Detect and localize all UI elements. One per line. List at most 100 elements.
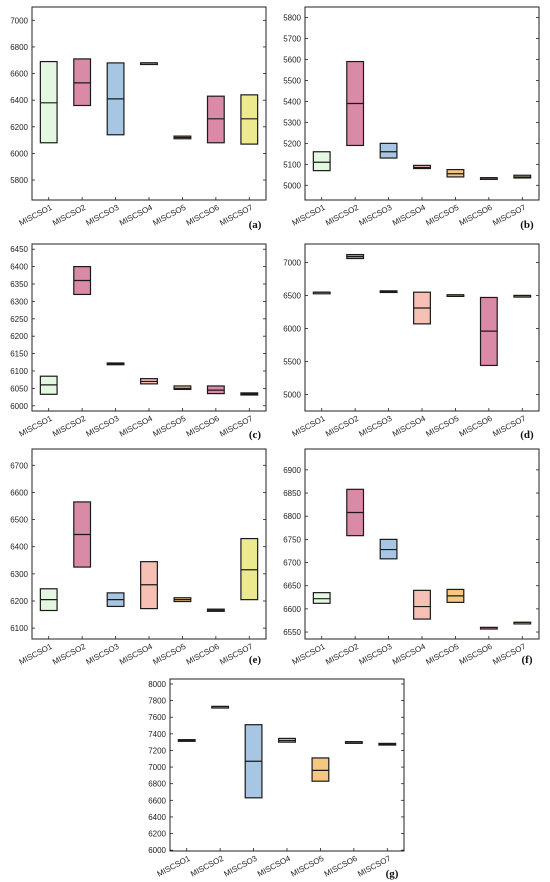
y-tick-label: 5300: [283, 118, 301, 127]
x-tick-label: MISCSO1: [18, 414, 55, 439]
y-tick-label: 6700: [10, 461, 28, 470]
x-tick-label: MISCSO6: [458, 642, 495, 667]
y-tick-label: 6200: [10, 332, 28, 341]
y-tick-label: 6600: [10, 70, 28, 79]
y-tick-label: 6050: [10, 384, 28, 393]
box-miscso6: [206, 95, 225, 144]
x-tick-label: MISCSO4: [391, 203, 428, 228]
x-tick-label: MISCSO1: [18, 642, 55, 667]
y-tick-label: 6300: [10, 297, 28, 306]
y-tick-label: 6900: [283, 466, 301, 475]
y-tick-label: 6400: [10, 543, 28, 552]
box-miscso1: [39, 60, 58, 144]
y-tick-label: 6800: [283, 512, 301, 521]
y-tick-label: 6600: [148, 796, 166, 805]
y-tick-label: 6000: [148, 846, 166, 855]
y-tick-label: 6400: [148, 813, 166, 822]
x-tick-label: MISCSO3: [84, 414, 121, 439]
box-miscso7: [240, 94, 259, 145]
y-tick-label: 6550: [283, 628, 301, 637]
panel-label: (c): [249, 429, 262, 441]
box-miscso3: [379, 142, 398, 159]
box-miscso2: [73, 58, 92, 107]
x-tick-label: MISCSO3: [357, 414, 394, 439]
y-tick-label: 7000: [148, 763, 166, 772]
x-tick-label: MISCSO2: [189, 854, 226, 879]
x-tick-label: MISCSO5: [424, 642, 461, 667]
box-miscso1: [312, 592, 331, 604]
x-tick-label: MISCSO3: [357, 203, 394, 228]
panel-label: (g): [386, 868, 399, 880]
y-tick-label: 6200: [148, 830, 166, 839]
y-tick-label: 6600: [283, 605, 301, 614]
x-tick-label: MISCSO2: [51, 203, 88, 228]
y-tick-label: 7800: [148, 697, 166, 706]
x-tick-label: MISCSO5: [424, 414, 461, 439]
y-tick-label: 6450: [10, 245, 28, 254]
y-tick-label: 7600: [148, 713, 166, 722]
y-tick-label: 8000: [148, 680, 166, 689]
box-miscso4: [413, 589, 431, 620]
x-tick-label: MISCSO6: [185, 203, 222, 228]
x-tick-label: MISCSO2: [324, 642, 361, 667]
panel-label: (f): [522, 654, 533, 666]
box-miscso5: [173, 385, 192, 391]
x-tick-label: MISCSO2: [324, 203, 361, 228]
x-tick-label: MISCSO1: [291, 414, 328, 439]
x-tick-label: MISCSO1: [291, 642, 328, 667]
y-tick-label: 6200: [10, 597, 28, 606]
y-tick-label: 5000: [283, 390, 301, 399]
y-tick-label: 6800: [148, 780, 166, 789]
chart-panel-7: 6000 6200 6400 6600 6800 7000 7200 7400 7600 7800…: [148, 678, 405, 880]
chart-panel-3: 6000 6050 6100 6150 6200 6250 6300 6350 6400 6450…: [10, 243, 267, 441]
panel-label: (b): [520, 219, 534, 231]
plot-frame: [31, 243, 267, 412]
y-tick-label: 5200: [283, 139, 301, 148]
x-tick-label: MISCSO5: [151, 203, 188, 228]
chart-panel-5: 6100620063006400650066006700MISCSO1MISCS…: [10, 448, 267, 667]
x-tick-label: MISCSO4: [391, 642, 428, 667]
plot-frame: [31, 448, 267, 640]
panel-label: (a): [249, 219, 262, 231]
x-tick-label: MISCSO3: [222, 854, 259, 879]
y-tick-label: 6500: [10, 516, 28, 525]
x-tick-label: MISCSO4: [391, 414, 428, 439]
y-tick-label: 5700: [283, 34, 301, 43]
x-tick-label: MISCSO5: [289, 854, 326, 879]
y-tick-label: 5100: [283, 160, 301, 169]
x-tick-label: MISCSO2: [324, 414, 361, 439]
x-tick-label: MISCSO6: [185, 642, 222, 667]
y-tick-label: 5800: [10, 176, 28, 185]
y-tick-label: 6500: [283, 291, 301, 300]
y-tick-label: 6100: [10, 367, 28, 376]
x-tick-label: MISCSO3: [357, 642, 394, 667]
chart-panel-2: 5000 5100 5200 5300 5400 5500 5600 5700 5800 MISC…: [283, 6, 540, 231]
y-tick-label: 7200: [148, 746, 166, 755]
x-tick-label: MISCSO1: [291, 203, 328, 228]
box-miscso1: [312, 151, 331, 172]
x-tick-label: MISCSO2: [51, 414, 88, 439]
y-tick-label: 5500: [283, 357, 301, 366]
y-tick-label: 6100: [10, 624, 28, 633]
x-tick-label: MISCSO5: [424, 203, 461, 228]
y-tick-label: 5600: [283, 55, 301, 64]
x-tick-label: MISCSO6: [458, 203, 495, 228]
x-tick-label: MISCSO4: [118, 203, 155, 228]
y-tick-label: 6000: [10, 402, 28, 411]
chart-panel-4: 50005500600065007000MISCSO1MISCSO2MISCSO…: [283, 243, 540, 441]
x-tick-label: MISCSO3: [84, 642, 121, 667]
x-tick-label: MISCSO4: [118, 414, 155, 439]
y-tick-label: 6850: [283, 489, 301, 498]
x-tick-label: MISCSO5: [151, 642, 188, 667]
plot-frame: [304, 6, 540, 201]
chart-panel-1: 5800600062006400660068007000MISCSO1MISCS…: [10, 6, 267, 231]
y-tick-label: 5000: [283, 181, 301, 190]
x-tick-label: MISCSO3: [84, 203, 121, 228]
y-tick-label: 6350: [10, 280, 28, 289]
plot-frame: [31, 6, 267, 201]
x-tick-label: MISCSO2: [51, 642, 88, 667]
chart-panel-6: 65506600665067006750680068506900MISCSO1M…: [283, 448, 540, 667]
plot-frame: [304, 243, 540, 412]
x-tick-label: MISCSO6: [458, 414, 495, 439]
